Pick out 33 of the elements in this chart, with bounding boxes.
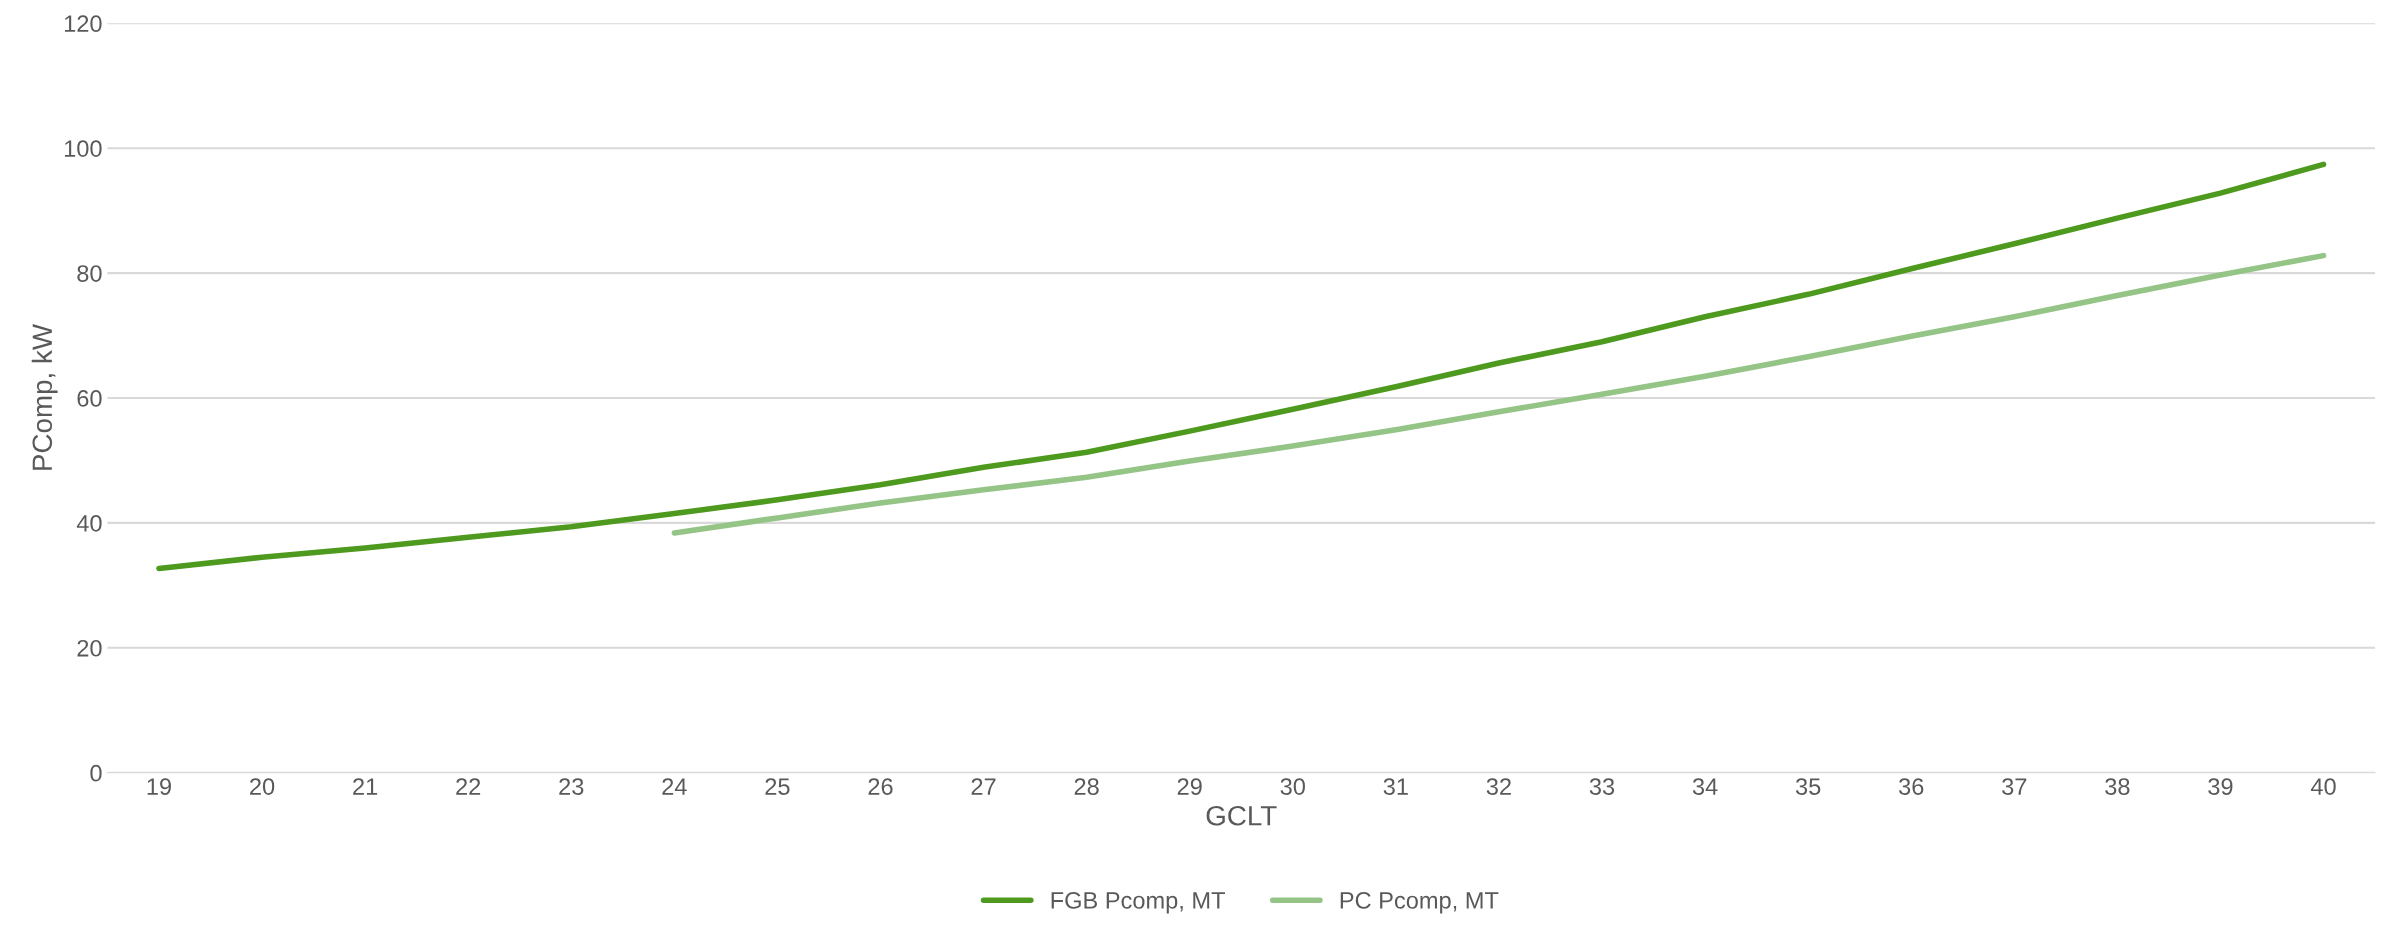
- x-tick-label: 35: [1795, 778, 1821, 795]
- x-tick-label: 25: [765, 778, 790, 795]
- legend-label: FGB Pcomp, MT: [1051, 892, 1225, 914]
- y-tick-label: 60: [77, 390, 102, 407]
- x-tick-label: 26: [868, 778, 893, 795]
- legend-label: PC Pcomp, MT: [1340, 892, 1499, 914]
- x-axis-title: GCLT: [1206, 805, 1277, 826]
- x-tick-label: 21: [353, 778, 378, 795]
- x-tick-label: 31: [1383, 778, 1408, 795]
- x-tick-label: 20: [250, 778, 275, 795]
- y-tick-label: 100: [64, 140, 102, 157]
- y-tick-label: 40: [76, 514, 102, 532]
- y-tick-label: 80: [77, 265, 102, 282]
- x-tick-label: 30: [1280, 778, 1305, 795]
- x-tick-label: 39: [2208, 778, 2233, 795]
- x-tick-label: 32: [1486, 778, 1511, 795]
- y-tick-label: 20: [77, 639, 102, 657]
- y-tick-label: 120: [64, 15, 102, 33]
- x-tick-label: 40: [2310, 778, 2336, 795]
- x-tick-label: 27: [971, 778, 996, 795]
- x-tick-label: 29: [1177, 778, 1202, 795]
- x-tick-label: 28: [1074, 778, 1099, 795]
- x-tick-label: 37: [2002, 778, 2027, 795]
- x-tick-label: 24: [662, 778, 687, 795]
- x-tick-label: 22: [456, 778, 481, 795]
- x-tick-label: 19: [147, 778, 171, 795]
- x-tick-label: 33: [1589, 778, 1615, 795]
- x-tick-label: 36: [1899, 778, 1924, 795]
- x-tick-label: 38: [2105, 778, 2130, 795]
- y-axis-title: PComp, kW: [31, 324, 58, 470]
- x-tick-label: 34: [1692, 778, 1718, 795]
- y-tick-label: 0: [90, 764, 102, 782]
- x-tick-label: 23: [559, 778, 584, 795]
